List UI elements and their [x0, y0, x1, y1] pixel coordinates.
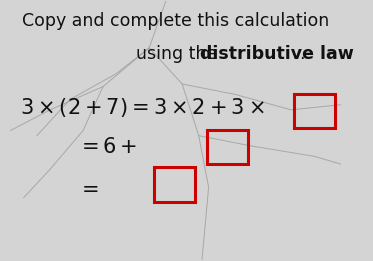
Text: $= 6 +$: $= 6 +$: [76, 137, 137, 157]
Text: $3 \times (2 + 7) = 3 \times 2 + 3 \times$: $3 \times (2 + 7) = 3 \times 2 + 3 \time…: [21, 96, 265, 119]
Text: distributive law: distributive law: [200, 45, 354, 63]
Text: .: .: [300, 45, 305, 63]
Bar: [294, 94, 335, 128]
Text: Copy and complete this calculation: Copy and complete this calculation: [22, 12, 329, 30]
Bar: [154, 167, 195, 201]
Text: $=$: $=$: [76, 178, 98, 198]
Bar: [207, 130, 248, 164]
Text: using the: using the: [136, 45, 223, 63]
